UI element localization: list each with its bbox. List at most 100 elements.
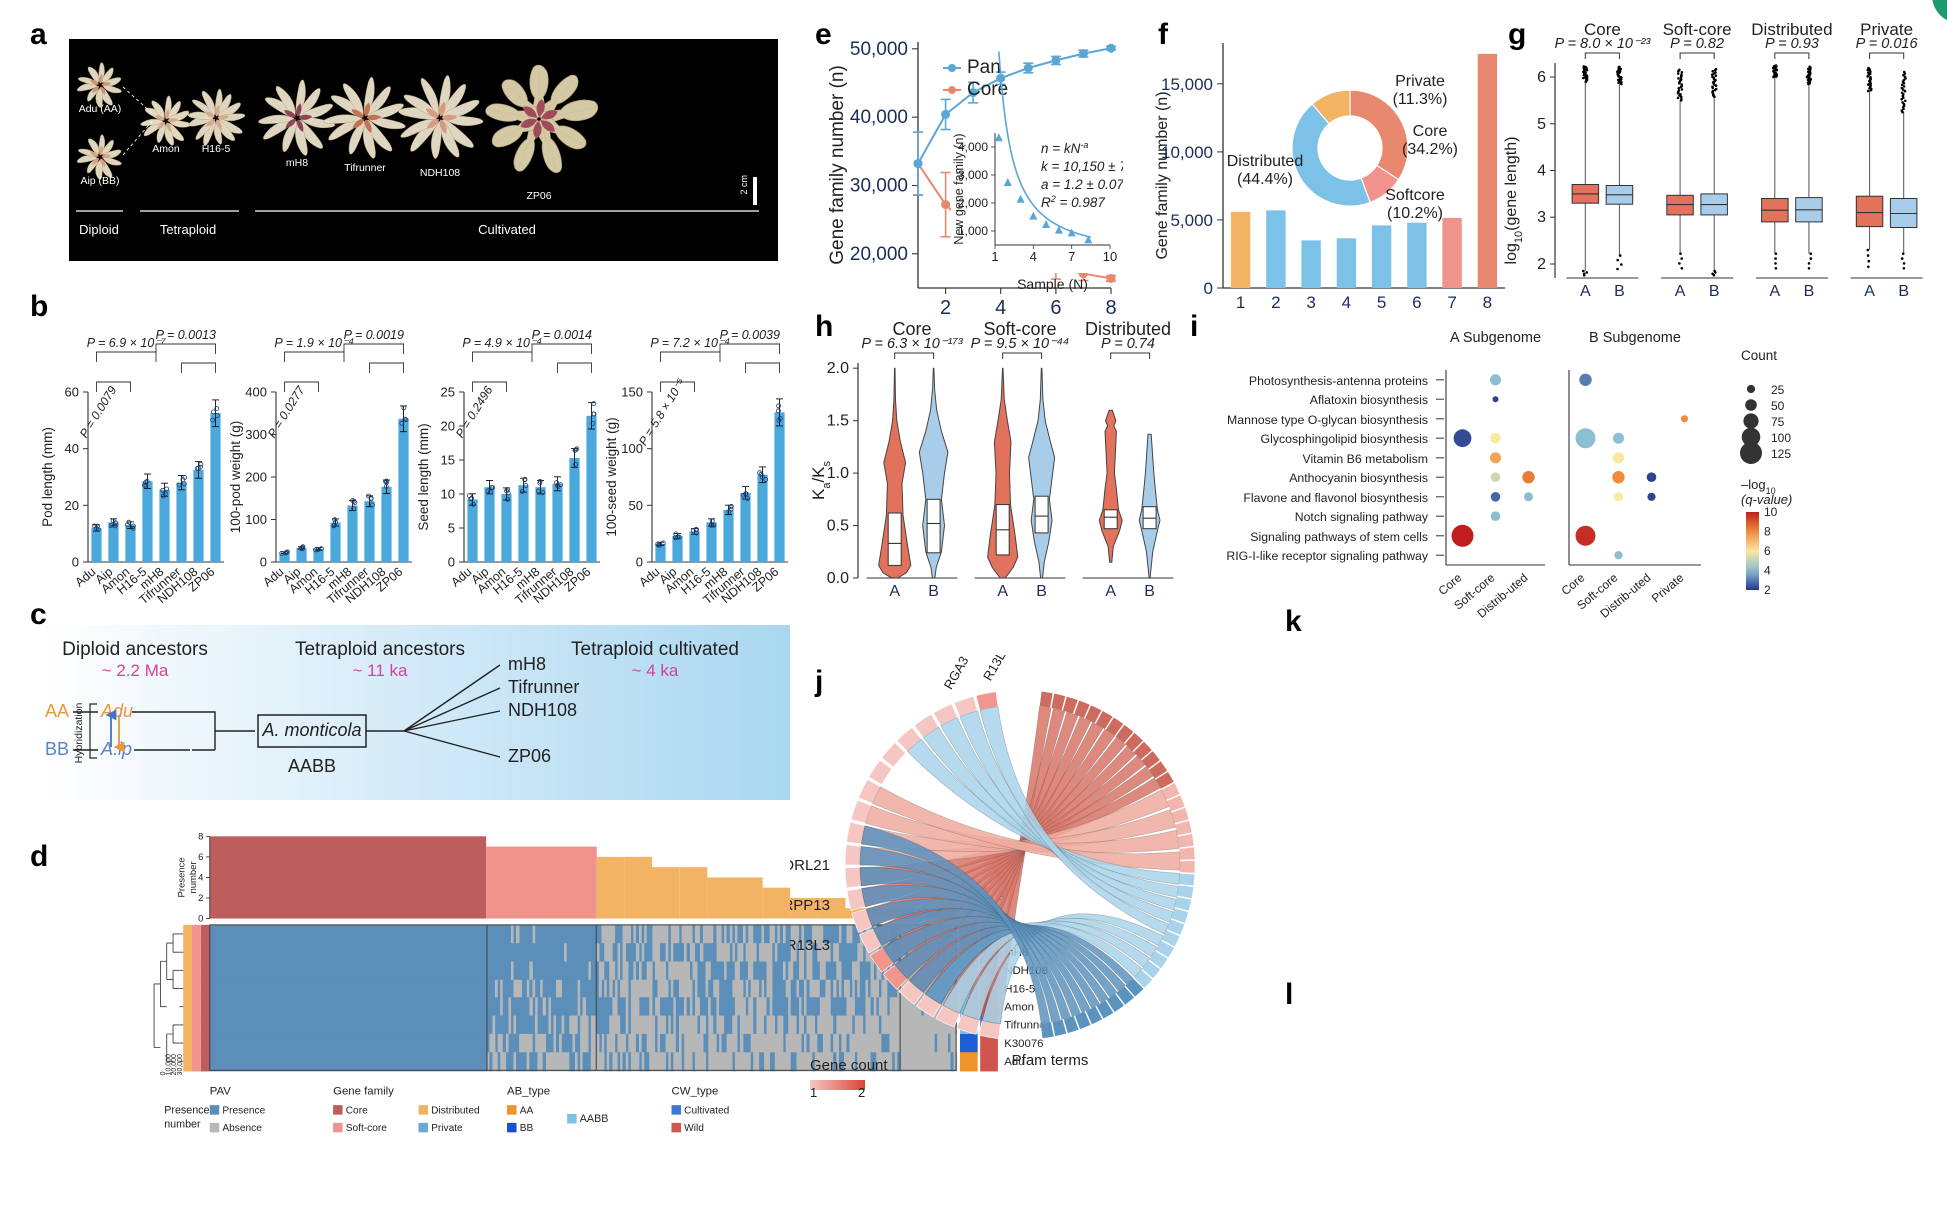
svg-text:Count: Count	[1741, 348, 1777, 363]
svg-text:R2 = 0.987: R2 = 0.987	[1041, 194, 1105, 210]
svg-text:0: 0	[198, 914, 203, 925]
svg-text:R13L1: R13L1	[980, 655, 1012, 683]
svg-text:Gene count: Gene count	[810, 1057, 888, 1074]
svg-text:6: 6	[198, 852, 203, 863]
svg-text:5: 5	[448, 521, 455, 536]
svg-text:P = 8.0 × 10⁻²³: P = 8.0 × 10⁻²³	[1555, 36, 1652, 52]
svg-text:Sample (N): Sample (N)	[1017, 276, 1088, 292]
svg-text:DRL21: DRL21	[790, 857, 830, 874]
svg-text:5: 5	[1537, 116, 1546, 133]
svg-text:Gene family: Gene family	[333, 1085, 394, 1097]
svg-text:Presence: Presence	[176, 857, 187, 897]
svg-text:R13L3: R13L3	[790, 937, 830, 954]
svg-text:7: 7	[1447, 293, 1456, 312]
svg-text:Aflatoxin biosynthesis: Aflatoxin biosynthesis	[1310, 393, 1428, 407]
svg-text:NDH108: NDH108	[420, 167, 460, 179]
svg-text:B: B	[1614, 283, 1625, 300]
svg-text:A: A	[1580, 283, 1591, 300]
svg-text:A: A	[1769, 283, 1780, 300]
svg-text:BB: BB	[45, 739, 69, 759]
svg-text:25: 25	[441, 385, 455, 400]
svg-text:Glycosphingolipid biosynthesis: Glycosphingolipid biosynthesis	[1261, 432, 1428, 446]
svg-text:AB_type: AB_type	[507, 1085, 550, 1097]
svg-text:50: 50	[629, 498, 643, 513]
svg-text:50,000: 50,000	[850, 39, 908, 60]
svg-text:Core: Core	[346, 1105, 368, 1116]
svg-text:Pod length (mm): Pod length (mm)	[40, 427, 55, 527]
svg-text:400: 400	[245, 385, 267, 400]
svg-text:Signaling pathways of stem cel: Signaling pathways of stem cells	[1250, 530, 1428, 544]
svg-text:0: 0	[448, 555, 455, 570]
svg-text:P = 0.0277: P = 0.0277	[265, 382, 308, 440]
svg-text:Wild: Wild	[684, 1123, 704, 1134]
svg-text:k = 10,150 ± 748: k = 10,150 ± 748	[1041, 159, 1123, 174]
svg-text:P = 0.0019: P = 0.0019	[344, 330, 404, 342]
svg-text:Pfam terms: Pfam terms	[1012, 1052, 1089, 1069]
svg-text:0: 0	[260, 555, 267, 570]
svg-text:125: 125	[1771, 447, 1791, 461]
svg-text:2: 2	[1537, 256, 1546, 273]
svg-text:Private: Private	[1649, 570, 1687, 605]
svg-text:8: 8	[198, 831, 203, 842]
svg-text:Photosynthesis-antenna protein: Photosynthesis-antenna proteins	[1249, 374, 1428, 388]
svg-text:2: 2	[198, 893, 203, 904]
svg-text:200: 200	[245, 470, 267, 485]
svg-text:P = 6.3 × 10⁻¹⁷³: P = 6.3 × 10⁻¹⁷³	[861, 336, 963, 352]
svg-text:2: 2	[858, 1085, 865, 1100]
svg-text:Anthocyanin biosynthesis: Anthocyanin biosynthesis	[1289, 471, 1428, 485]
svg-text:B: B	[928, 583, 939, 600]
svg-text:Private: Private	[1395, 73, 1445, 90]
svg-text:0.0: 0.0	[827, 570, 849, 587]
svg-text:Distributed: Distributed	[431, 1105, 479, 1116]
svg-text:RPP13: RPP13	[790, 897, 830, 914]
svg-text:6: 6	[1764, 544, 1771, 558]
svg-text:8: 8	[1483, 293, 1492, 312]
svg-text:P = 6.9 × 10⁻⁷: P = 6.9 × 10⁻⁷	[87, 336, 166, 350]
svg-text:Amon: Amon	[152, 143, 180, 155]
svg-text:150: 150	[621, 385, 643, 400]
svg-text:20,000: 20,000	[850, 244, 908, 265]
svg-text:3: 3	[1537, 209, 1546, 226]
svg-text:A: A	[1105, 583, 1116, 600]
svg-text:New gene family (n): New gene family (n)	[952, 133, 966, 244]
svg-text:Distributed: Distributed	[1227, 153, 1303, 170]
svg-text:2.0: 2.0	[827, 360, 849, 377]
svg-text:P = 4.9 × 10⁻⁴: P = 4.9 × 10⁻⁴	[462, 336, 542, 350]
svg-text:1.5: 1.5	[827, 413, 849, 430]
svg-text:~ 2.2 Ma: ~ 2.2 Ma	[102, 661, 169, 680]
svg-text:Cultivated: Cultivated	[478, 222, 536, 237]
svg-text:AABB: AABB	[580, 1113, 609, 1125]
svg-text:3: 3	[1306, 293, 1315, 312]
svg-text:Hybridization: Hybridization	[73, 702, 85, 763]
svg-text:number: number	[188, 861, 199, 893]
svg-text:Private: Private	[431, 1123, 463, 1134]
svg-text:10: 10	[1103, 249, 1117, 264]
svg-text:mH8: mH8	[286, 157, 308, 169]
svg-text:8: 8	[1764, 525, 1771, 539]
svg-text:7: 7	[1068, 249, 1075, 264]
svg-text:Diploid: Diploid	[79, 222, 119, 237]
svg-text:P = 0.82: P = 0.82	[1670, 36, 1724, 52]
svg-text:Adu (AA): Adu (AA)	[79, 103, 122, 115]
svg-text:H16-5: H16-5	[202, 143, 231, 155]
svg-text:2: 2	[940, 297, 951, 319]
svg-text:10: 10	[441, 487, 455, 502]
svg-text:Presence: Presence	[164, 1104, 209, 1116]
svg-text:4: 4	[995, 297, 1006, 319]
svg-text:BB: BB	[520, 1123, 534, 1134]
svg-text:RIG-I-like receptor signaling: RIG-I-like receptor signaling pathway	[1226, 549, 1428, 563]
svg-text:Notch signaling pathway: Notch signaling pathway	[1295, 510, 1429, 524]
svg-text:P = 0.0013: P = 0.0013	[156, 330, 216, 342]
svg-text:Seed length (mm): Seed length (mm)	[416, 423, 431, 530]
svg-text:(11.3%): (11.3%)	[1393, 91, 1448, 108]
svg-text:8: 8	[1105, 297, 1116, 319]
svg-text:Cultivated: Cultivated	[684, 1105, 729, 1116]
svg-text:RGA3: RGA3	[941, 655, 972, 692]
svg-text:P = 0.0014: P = 0.0014	[532, 330, 592, 342]
svg-text:mH8: mH8	[508, 654, 546, 674]
svg-text:Presence: Presence	[222, 1105, 265, 1116]
svg-text:10: 10	[1764, 505, 1778, 519]
svg-text:P = 0.016: P = 0.016	[1856, 36, 1919, 52]
svg-text:Gene family number (n): Gene family number (n)	[827, 65, 848, 265]
svg-text:30,000: 30,000	[850, 176, 908, 197]
